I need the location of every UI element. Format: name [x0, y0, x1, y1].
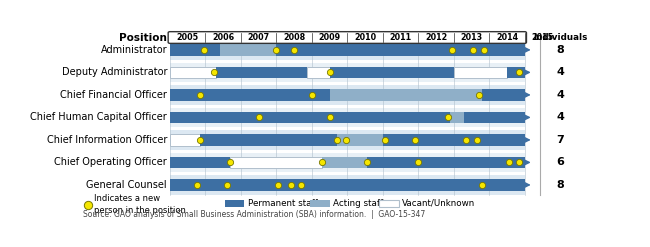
Bar — [383, 134, 525, 146]
Text: General Counsel: General Counsel — [86, 180, 167, 190]
Text: 8: 8 — [556, 180, 564, 190]
Bar — [464, 112, 525, 123]
Text: Chief Operating Officer: Chief Operating Officer — [55, 157, 167, 167]
Text: Position: Position — [119, 33, 167, 42]
Text: 4: 4 — [556, 67, 564, 77]
Bar — [379, 200, 398, 207]
Text: Chief Human Capital Officer: Chief Human Capital Officer — [31, 112, 167, 123]
Text: 2010: 2010 — [354, 33, 376, 42]
Bar — [170, 85, 525, 105]
Text: Administrator: Administrator — [101, 45, 167, 55]
Text: 2009: 2009 — [318, 33, 341, 42]
Bar — [170, 62, 525, 82]
Bar — [170, 89, 330, 101]
Text: Indicates a new
person in the position: Indicates a new person in the position — [94, 194, 187, 215]
Text: 2014: 2014 — [496, 33, 518, 42]
Text: 2005: 2005 — [177, 33, 199, 42]
Text: 4: 4 — [556, 112, 564, 123]
Bar — [216, 66, 307, 78]
Text: 2015: 2015 — [531, 33, 554, 42]
Text: 2012: 2012 — [425, 33, 447, 42]
Text: 6: 6 — [556, 157, 564, 167]
Bar — [367, 157, 525, 168]
Bar — [170, 175, 525, 195]
Text: Vacant/Unknown: Vacant/Unknown — [402, 199, 476, 208]
Text: 7: 7 — [556, 135, 564, 145]
Bar — [337, 134, 383, 146]
Bar — [170, 66, 216, 78]
Bar — [200, 134, 337, 146]
Bar — [276, 44, 525, 56]
Bar — [507, 66, 525, 78]
Bar — [170, 179, 525, 191]
Bar — [170, 107, 525, 127]
Bar — [170, 134, 200, 146]
Text: 2011: 2011 — [389, 33, 411, 42]
Bar — [230, 157, 322, 168]
Bar — [330, 89, 482, 101]
Text: Individuals: Individuals — [533, 33, 588, 42]
Bar — [170, 40, 525, 60]
Text: Acting staff: Acting staff — [333, 199, 383, 208]
Bar — [170, 157, 230, 168]
Text: 2008: 2008 — [283, 33, 306, 42]
Bar — [322, 157, 367, 168]
Text: 2013: 2013 — [460, 33, 482, 42]
Text: Permanent staff: Permanent staff — [248, 199, 318, 208]
FancyBboxPatch shape — [168, 32, 526, 43]
Bar — [307, 66, 330, 78]
Bar — [454, 66, 507, 78]
Bar — [170, 112, 450, 123]
Bar — [450, 112, 464, 123]
Text: 4: 4 — [556, 90, 564, 100]
Bar — [310, 200, 330, 207]
Bar — [170, 44, 220, 56]
Text: Chief Financial Officer: Chief Financial Officer — [60, 90, 167, 100]
Bar — [225, 200, 244, 207]
Text: Source: GAO analysis of Small Business Administration (SBA) information.  |  GAO: Source: GAO analysis of Small Business A… — [83, 210, 425, 219]
Text: 2007: 2007 — [248, 33, 270, 42]
Text: 8: 8 — [556, 45, 564, 55]
Bar — [220, 44, 276, 56]
Text: Deputy Administrator: Deputy Administrator — [62, 67, 167, 77]
Text: 2006: 2006 — [212, 33, 234, 42]
Bar — [170, 153, 525, 172]
Text: Chief Information Officer: Chief Information Officer — [47, 135, 167, 145]
Bar — [482, 89, 525, 101]
Bar — [330, 66, 454, 78]
Bar — [170, 130, 525, 150]
